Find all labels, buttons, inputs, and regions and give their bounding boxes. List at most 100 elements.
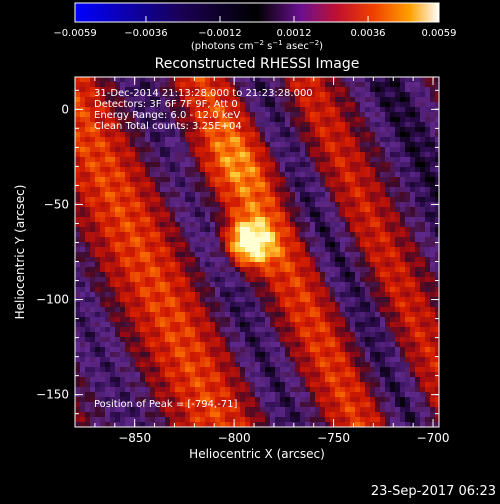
heatmap-pixel <box>255 382 261 388</box>
heatmap-pixel <box>245 322 251 328</box>
heatmap-pixel <box>330 357 336 363</box>
heatmap-pixel <box>165 192 171 198</box>
heatmap-pixel <box>225 192 231 198</box>
heatmap-pixel <box>375 412 381 418</box>
heatmap-pixel <box>140 392 146 398</box>
heatmap-pixel <box>245 372 251 378</box>
heatmap-pixel <box>255 257 261 263</box>
heatmap-pixel <box>385 302 391 308</box>
heatmap-pixel <box>90 387 96 393</box>
heatmap-pixel <box>355 407 361 413</box>
heatmap-pixel <box>385 282 391 288</box>
heatmap-pixel <box>85 127 91 133</box>
heatmap-pixel <box>285 322 291 328</box>
heatmap-pixel <box>435 102 441 108</box>
heatmap-pixel <box>285 397 291 403</box>
heatmap-pixel <box>290 367 296 373</box>
heatmap-pixel <box>210 132 216 138</box>
heatmap-pixel <box>370 267 376 273</box>
heatmap-pixel <box>285 352 291 358</box>
heatmap-pixel <box>375 152 381 158</box>
heatmap-pixel <box>170 332 176 338</box>
heatmap-pixel <box>345 407 351 413</box>
heatmap-pixel <box>425 352 431 358</box>
heatmap-pixel <box>430 182 436 188</box>
heatmap-pixel <box>295 302 301 308</box>
heatmap-pixel <box>170 372 176 378</box>
heatmap-pixel <box>320 107 326 113</box>
heatmap-pixel <box>255 127 261 133</box>
heatmap-pixel <box>195 282 201 288</box>
heatmap-pixel <box>90 152 96 158</box>
heatmap-pixel <box>345 127 351 133</box>
heatmap-pixel <box>145 372 151 378</box>
heatmap-pixel <box>130 252 136 258</box>
heatmap-pixel <box>180 167 186 173</box>
heatmap-pixel <box>335 227 341 233</box>
heatmap-pixel <box>430 412 436 418</box>
heatmap-pixel <box>310 327 316 333</box>
heatmap-pixel <box>105 207 111 213</box>
heatmap-pixel <box>205 152 211 158</box>
heatmap-pixel <box>330 272 336 278</box>
heatmap-pixel <box>400 307 406 313</box>
heatmap-pixel <box>250 397 256 403</box>
heatmap-pixel <box>315 217 321 223</box>
heatmap-pixel <box>290 302 296 308</box>
heatmap-pixel <box>325 327 331 333</box>
heatmap-pixel <box>410 97 416 103</box>
heatmap-pixel <box>200 412 206 418</box>
heatmap-pixel <box>335 357 341 363</box>
heatmap-pixel <box>385 147 391 153</box>
heatmap-pixel <box>170 232 176 238</box>
heatmap-pixel <box>150 417 156 423</box>
heatmap-pixel <box>200 342 206 348</box>
heatmap-pixel <box>110 132 116 138</box>
heatmap-pixel <box>340 257 346 263</box>
heatmap-pixel <box>370 147 376 153</box>
heatmap-pixel <box>220 332 226 338</box>
heatmap-pixel <box>400 127 406 133</box>
heatmap-pixel <box>250 77 256 83</box>
heatmap-pixel <box>215 322 221 328</box>
heatmap-pixel <box>350 272 356 278</box>
heatmap-pixel <box>220 297 226 303</box>
heatmap-pixel <box>160 202 166 208</box>
heatmap-pixel <box>410 362 416 368</box>
heatmap-pixel <box>200 377 206 383</box>
heatmap-pixel <box>405 357 411 363</box>
heatmap-pixel <box>135 242 141 248</box>
heatmap-pixel <box>210 172 216 178</box>
heatmap-pixel <box>405 267 411 273</box>
heatmap-pixel <box>370 342 376 348</box>
heatmap-pixel <box>110 222 116 228</box>
heatmap-pixel <box>270 182 276 188</box>
heatmap-pixel <box>205 282 211 288</box>
heatmap-pixel <box>325 197 331 203</box>
heatmap-pixel <box>110 347 116 353</box>
heatmap-pixel <box>375 332 381 338</box>
heatmap-pixel <box>270 237 276 243</box>
heatmap-pixel <box>330 142 336 148</box>
heatmap-pixel <box>345 172 351 178</box>
heatmap-pixel <box>105 417 111 423</box>
heatmap-pixel <box>170 167 176 173</box>
heatmap-pixel <box>365 267 371 273</box>
heatmap-pixel <box>80 227 86 233</box>
heatmap-pixel <box>225 142 231 148</box>
heatmap-pixel <box>160 337 166 343</box>
heatmap-pixel <box>315 172 321 178</box>
heatmap-pixel <box>225 362 231 368</box>
heatmap-pixel <box>350 312 356 318</box>
heatmap-pixel <box>105 217 111 223</box>
heatmap-pixel <box>285 207 291 213</box>
heatmap-pixel <box>335 322 341 328</box>
heatmap-pixel <box>230 192 236 198</box>
heatmap-pixel <box>435 117 441 123</box>
heatmap-pixel <box>425 357 431 363</box>
heatmap-pixel <box>285 307 291 313</box>
heatmap-pixel <box>320 347 326 353</box>
heatmap-pixel <box>190 152 196 158</box>
heatmap-pixel <box>80 232 86 238</box>
heatmap-pixel <box>280 177 286 183</box>
